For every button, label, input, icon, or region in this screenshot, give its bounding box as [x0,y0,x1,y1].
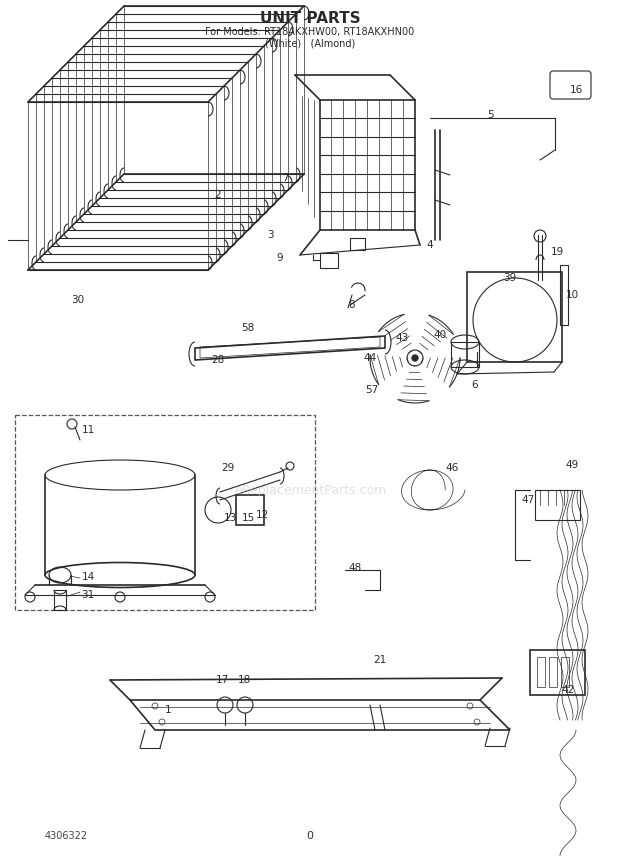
Text: 46: 46 [445,463,459,473]
Text: 2: 2 [215,190,221,200]
Text: 31: 31 [81,590,95,600]
Text: 6: 6 [472,380,478,390]
Text: 29: 29 [221,463,234,473]
Text: 58: 58 [241,323,255,333]
Text: 39: 39 [503,273,516,283]
Text: 48: 48 [348,563,361,573]
Bar [54,590,66,610]
Text: 42: 42 [561,685,575,695]
Bar [236,495,264,525]
Text: 21: 21 [373,655,387,665]
Text: 40: 40 [433,330,446,340]
Text: 43: 43 [396,333,409,343]
Text: 8: 8 [348,300,355,310]
Text: 15: 15 [241,513,255,523]
Text: 10: 10 [565,290,578,300]
Bar [350,238,365,250]
Text: 12: 12 [255,510,268,520]
Bar [467,272,562,362]
Text: 4306322: 4306322 [45,831,88,841]
Text: 0: 0 [306,831,314,841]
Bar [535,490,580,520]
Text: 18: 18 [237,675,250,685]
Text: 9: 9 [277,253,283,263]
Bar [15,415,315,610]
Bar [560,265,568,325]
Text: 3: 3 [267,230,273,240]
Text: UNIT PARTS: UNIT PARTS [260,10,360,26]
Text: 57: 57 [365,385,379,395]
Text: 11: 11 [81,425,95,435]
Text: 17: 17 [215,675,229,685]
Bar [561,657,569,687]
Text: 1: 1 [165,705,171,715]
Text: 44: 44 [363,353,376,363]
Text: 5: 5 [487,110,494,120]
Circle shape [412,355,418,361]
Bar [537,657,545,687]
Text: 14: 14 [81,572,95,582]
Bar [451,342,479,367]
Text: 28: 28 [211,355,224,365]
Text: 16: 16 [569,85,583,95]
Text: 4: 4 [427,240,433,250]
Text: For Models: RT18AKXHW00, RT18AKXHN00: For Models: RT18AKXHW00, RT18AKXHN00 [205,27,415,37]
Text: 7: 7 [281,173,288,183]
Text: 30: 30 [71,295,84,305]
Text: 49: 49 [565,460,578,470]
Bar [530,650,585,695]
Bar [549,657,557,687]
Text: eReplacementParts.com: eReplacementParts.com [234,484,386,496]
Bar [320,253,338,268]
Text: 19: 19 [551,247,564,257]
Text: 13: 13 [223,513,237,523]
Text: 47: 47 [521,495,534,505]
Text: (White)   (Almond): (White) (Almond) [265,38,355,48]
